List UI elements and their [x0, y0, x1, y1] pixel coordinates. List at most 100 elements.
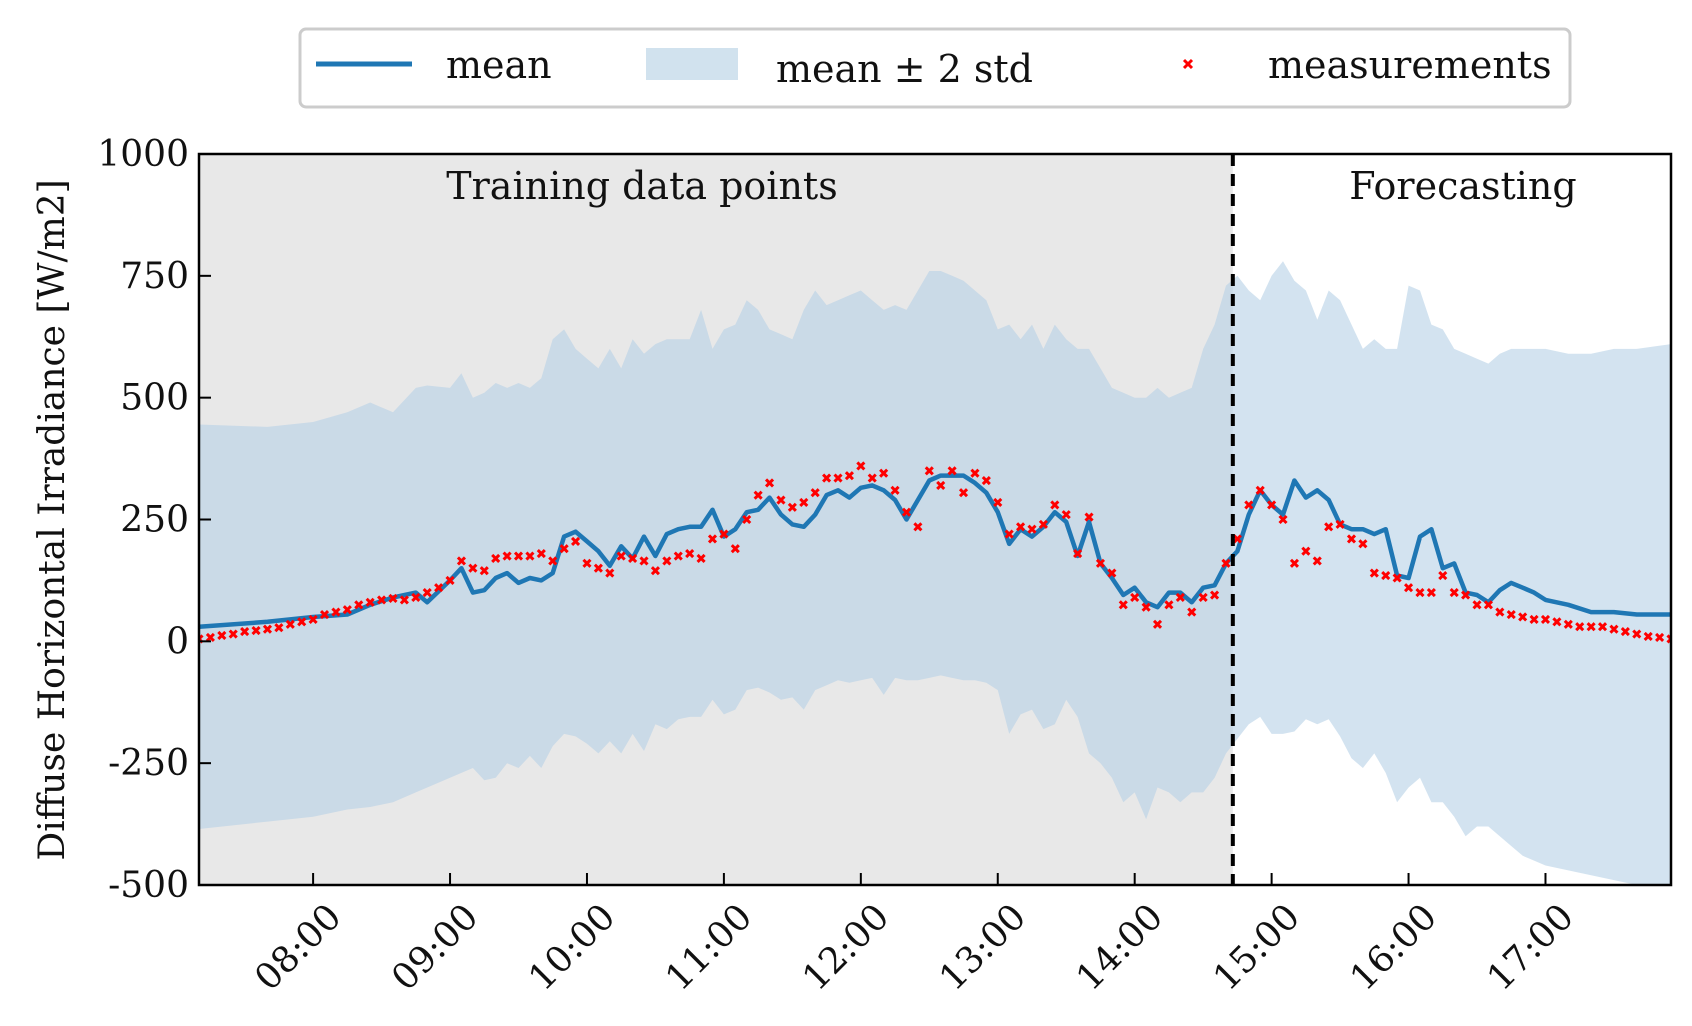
- measurement-point: [1529, 614, 1539, 624]
- forecasting-annotation: Forecasting: [1349, 164, 1576, 208]
- measurement-point: [502, 551, 512, 561]
- measurement-point: [468, 563, 478, 573]
- x-tick-label: 12:00: [795, 896, 897, 998]
- measurement-point: [685, 549, 695, 559]
- measurement-point: [1027, 524, 1037, 534]
- legend-frame: [298, 27, 1572, 109]
- y-tick-label: -250: [108, 743, 189, 784]
- measurement-point: [707, 534, 718, 544]
- measurement-point: [1438, 570, 1448, 581]
- measurement-point: [1472, 600, 1482, 610]
- measurement-point: [776, 495, 786, 505]
- measurement-point: [228, 629, 238, 639]
- measurement-point: [1552, 617, 1562, 627]
- measurement-point: [1084, 512, 1094, 522]
- measurement-point: [354, 600, 364, 610]
- measurement-point: [1563, 619, 1573, 629]
- y-tick-label: -500: [108, 865, 189, 906]
- measurement-point: [958, 488, 969, 498]
- measurement-point: [570, 536, 581, 546]
- measurement-point: [913, 522, 923, 532]
- measurement-point: [308, 614, 318, 624]
- measurement-point: [1152, 619, 1163, 629]
- legend-band-swatch: [646, 48, 738, 80]
- measurement-point: [844, 471, 854, 481]
- measurement-point: [753, 490, 763, 500]
- measurement-point: [1586, 622, 1596, 632]
- measurement-point: [719, 529, 729, 539]
- measurement-point: [274, 623, 284, 633]
- measurement-point: [673, 551, 683, 561]
- measurement-point: [205, 632, 215, 642]
- measurement-point: [799, 497, 809, 508]
- x-tick-label: 13:00: [932, 896, 1034, 998]
- measurement-point: [856, 461, 866, 471]
- measurement-point: [1369, 568, 1379, 578]
- measurement-point: [605, 568, 615, 578]
- measurement-point: [1632, 629, 1642, 639]
- x-tick-label: 10:00: [521, 896, 623, 998]
- measurement-point: [1198, 592, 1208, 603]
- measurement-point: [399, 595, 409, 605]
- measurement-point: [901, 507, 912, 517]
- x-tick-label: 17:00: [1480, 896, 1582, 998]
- measurement-point: [1655, 632, 1665, 642]
- y-tick-label: 250: [120, 500, 189, 541]
- measurement-point: [1597, 622, 1608, 632]
- measurement-point: [1346, 534, 1357, 544]
- measurement-point: [593, 563, 603, 573]
- measurement-point: [981, 475, 991, 486]
- measurement-point: [491, 553, 501, 564]
- legend-mean-label: mean: [446, 43, 552, 87]
- measurement-point: [422, 588, 432, 598]
- measurement-point: [365, 597, 375, 607]
- measurement-point: [810, 488, 820, 498]
- measurement-point: [297, 617, 307, 627]
- measurement-point: [867, 473, 877, 483]
- measurement-point: [787, 502, 797, 512]
- measurement-point: [1141, 602, 1151, 612]
- measurement-point: [445, 575, 455, 585]
- measurement-point: [285, 619, 295, 629]
- measurement-point: [1244, 500, 1254, 510]
- measurement-point: [559, 544, 569, 554]
- measurement-point: [513, 551, 524, 561]
- measurement-point: [1609, 624, 1619, 634]
- measurement-point: [217, 630, 227, 641]
- measurement-point: [890, 485, 900, 495]
- measurement-point: [1164, 600, 1174, 610]
- x-tick-label: 14:00: [1069, 896, 1171, 998]
- measurement-point: [1255, 485, 1265, 495]
- measurement-point: [970, 468, 980, 478]
- measurement-point: [1643, 631, 1653, 642]
- measurement-points: [199, 461, 1671, 644]
- measurement-point: [1506, 609, 1516, 620]
- measurement-point: [879, 468, 889, 478]
- training-annotation: Training data points: [446, 164, 837, 208]
- y-tick-label: 750: [120, 256, 189, 297]
- measurement-point: [924, 466, 934, 476]
- measurement-point: [377, 595, 387, 605]
- measurement-point: [536, 549, 546, 559]
- measurement-point: [1392, 573, 1402, 583]
- measurement-point: [662, 556, 672, 566]
- measurement-point: [1130, 592, 1140, 603]
- measurement-point: [650, 566, 660, 576]
- measurement-point: [1575, 622, 1585, 632]
- measurement-point: [993, 497, 1003, 508]
- measurement-point: [1461, 590, 1471, 600]
- measurement-point: [342, 605, 352, 615]
- measurement-point: [582, 558, 592, 568]
- x-axis: 08:00 09:00 10:00 11:00 12:00 13:00 14:00 15:00…: [247, 873, 1582, 999]
- uncertainty-band: [199, 261, 1671, 885]
- measurement-point: [251, 626, 261, 636]
- y-tick-label: 0: [166, 621, 189, 662]
- measurement-point: [1095, 558, 1106, 568]
- measurement-point: [639, 556, 649, 566]
- measurement-point: [1073, 549, 1083, 559]
- x-tick-label: 09:00: [384, 896, 486, 998]
- measurement-point: [1518, 612, 1528, 622]
- measurement-point: [1278, 514, 1288, 525]
- measurement-point: [1540, 614, 1551, 624]
